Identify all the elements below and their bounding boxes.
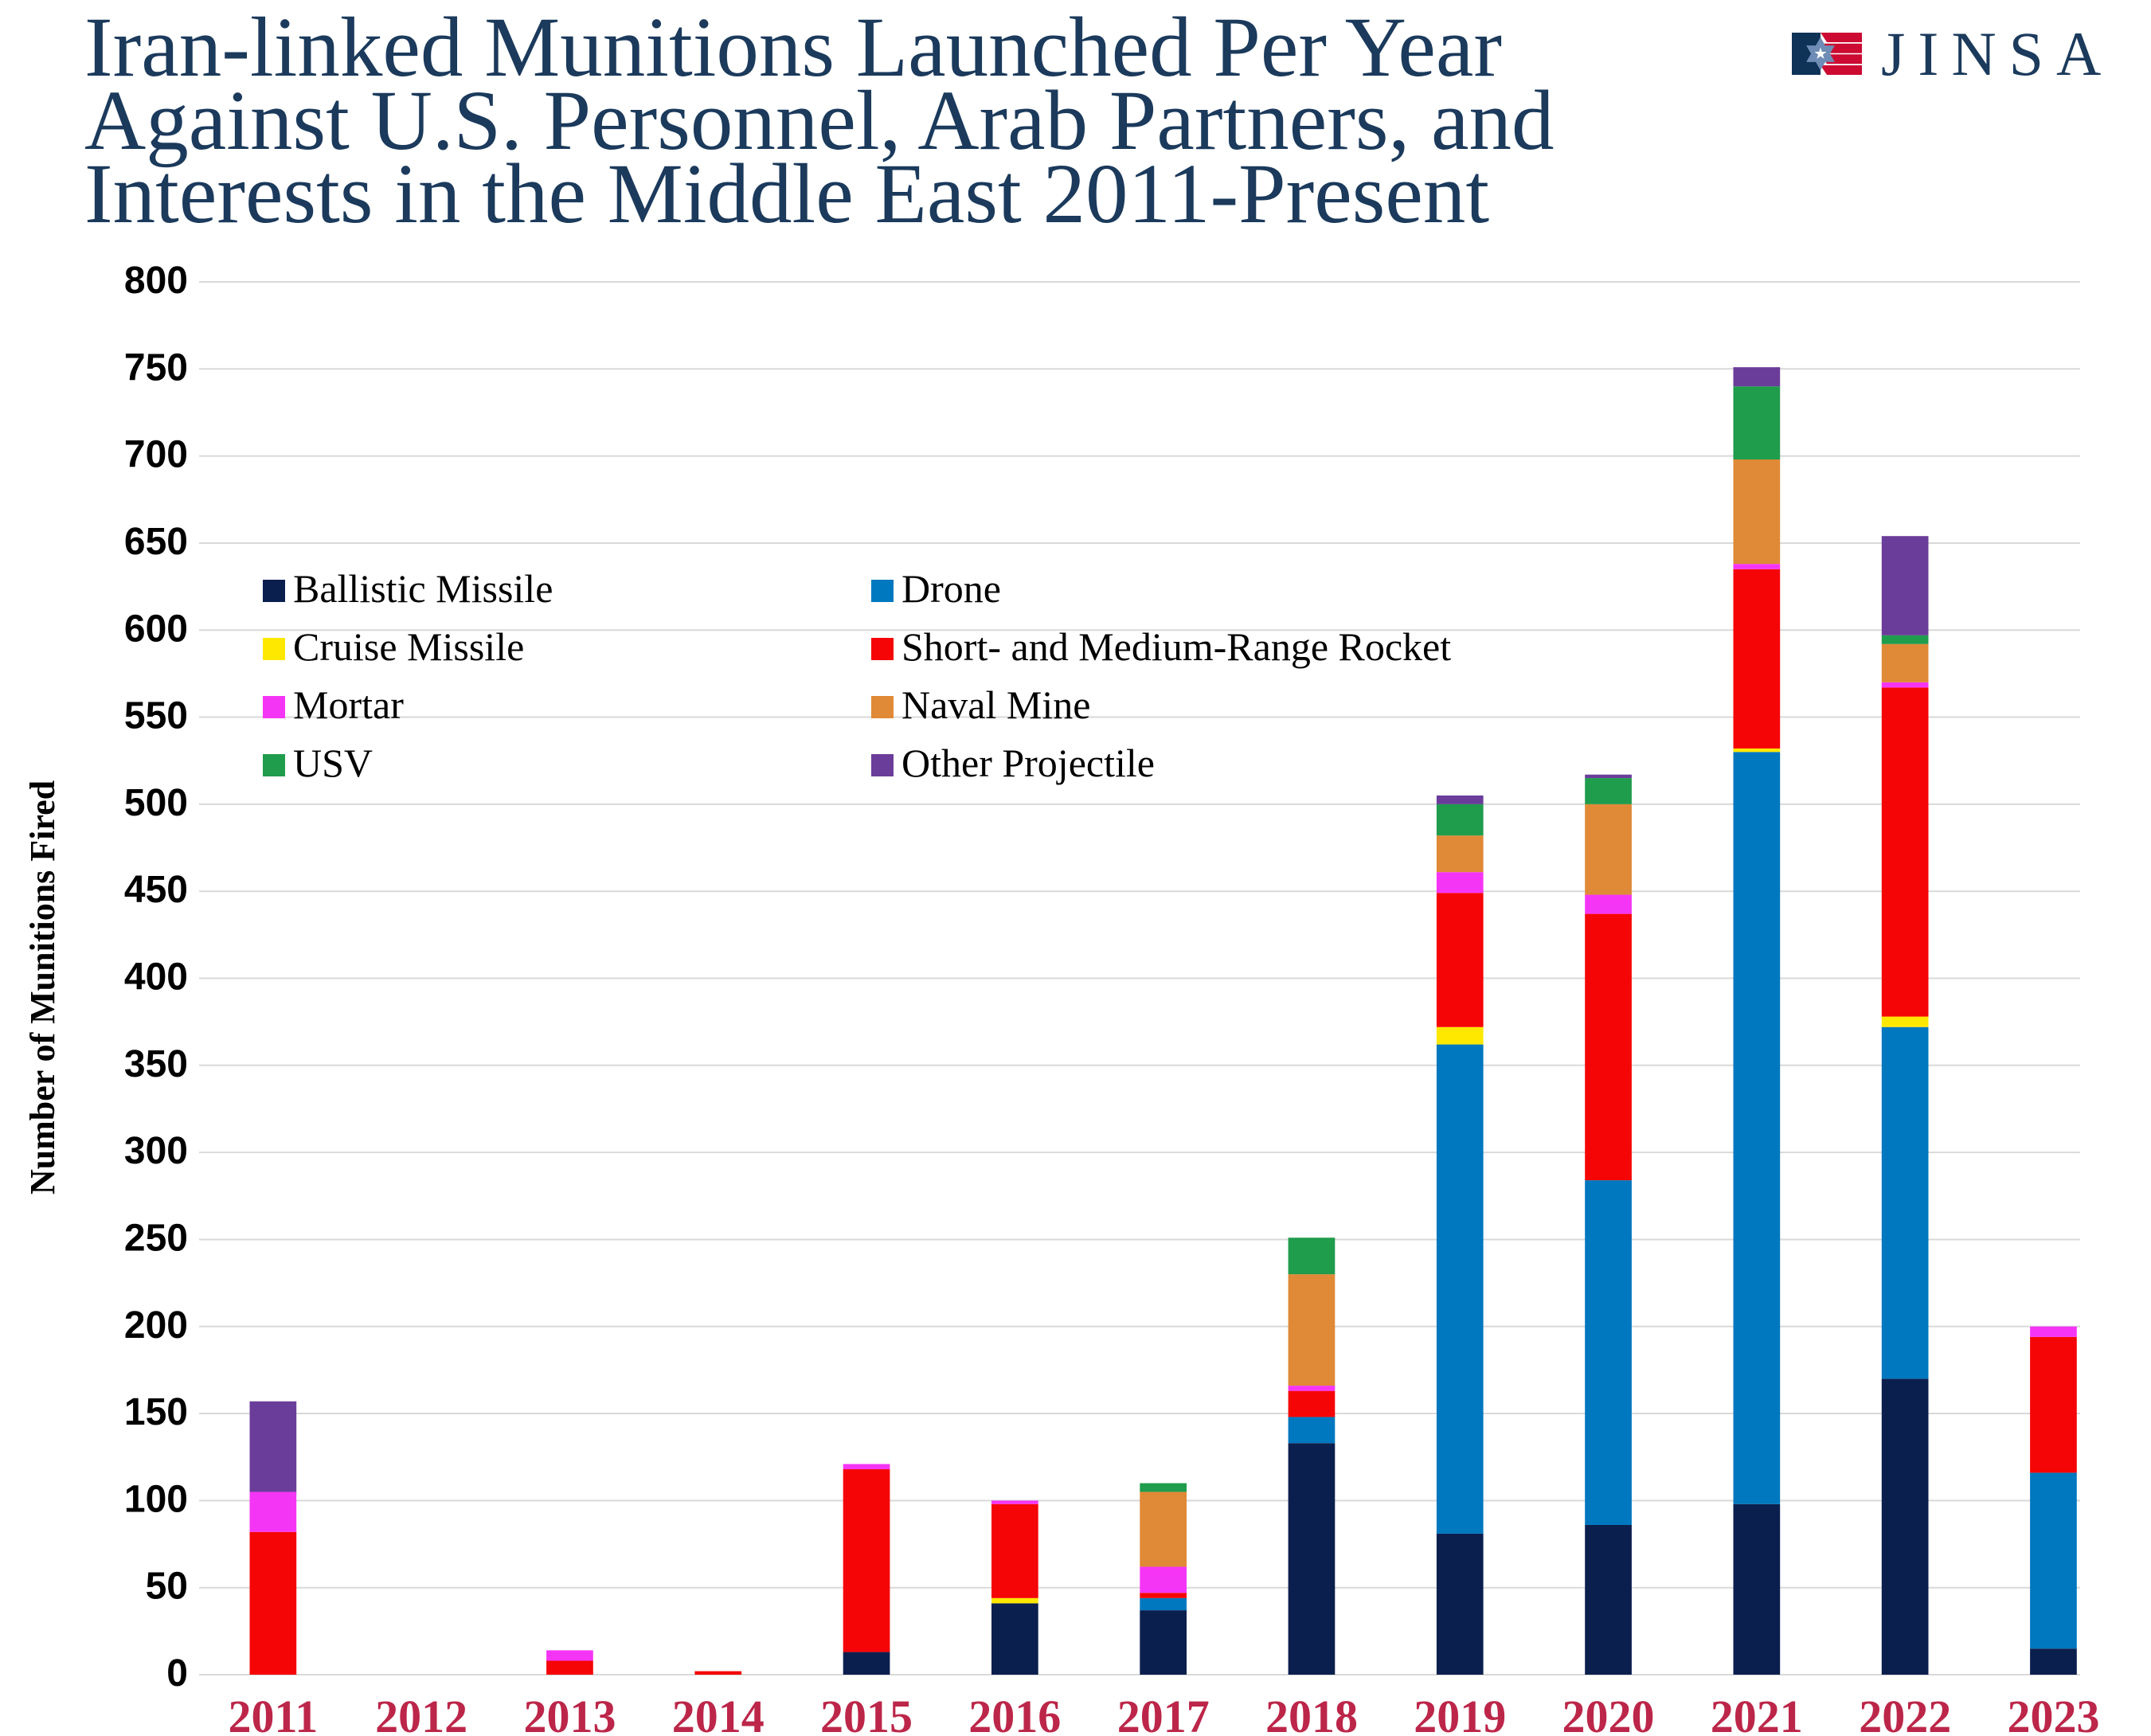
svg-text:350: 350 [124,1043,188,1085]
svg-text:2012: 2012 [375,1691,467,1736]
svg-text:2021: 2021 [1711,1691,1803,1736]
svg-text:200: 200 [124,1304,188,1347]
svg-text:500: 500 [124,782,188,824]
svg-text:800: 800 [124,260,188,302]
svg-text:2023: 2023 [2008,1691,2100,1736]
svg-text:300: 300 [124,1130,188,1172]
svg-text:550: 550 [124,695,188,737]
svg-text:2013: 2013 [524,1691,616,1736]
svg-text:2020: 2020 [1562,1691,1655,1736]
svg-text:2017: 2017 [1117,1691,1210,1736]
svg-text:650: 650 [124,521,188,563]
svg-text:2011: 2011 [228,1691,318,1736]
svg-text:2014: 2014 [672,1691,765,1736]
svg-text:750: 750 [124,346,188,389]
svg-text:700: 700 [124,434,188,476]
svg-text:50: 50 [146,1566,188,1608]
svg-text:2015: 2015 [820,1691,913,1736]
svg-text:450: 450 [124,869,188,911]
svg-text:100: 100 [124,1478,188,1520]
svg-text:150: 150 [124,1391,188,1433]
svg-text:600: 600 [124,608,188,650]
svg-text:0: 0 [166,1652,188,1695]
svg-text:2019: 2019 [1414,1691,1506,1736]
svg-text:400: 400 [124,956,188,999]
svg-text:250: 250 [124,1217,188,1259]
svg-text:2022: 2022 [1859,1691,1951,1736]
svg-text:2016: 2016 [968,1691,1061,1736]
svg-text:2018: 2018 [1265,1691,1358,1736]
